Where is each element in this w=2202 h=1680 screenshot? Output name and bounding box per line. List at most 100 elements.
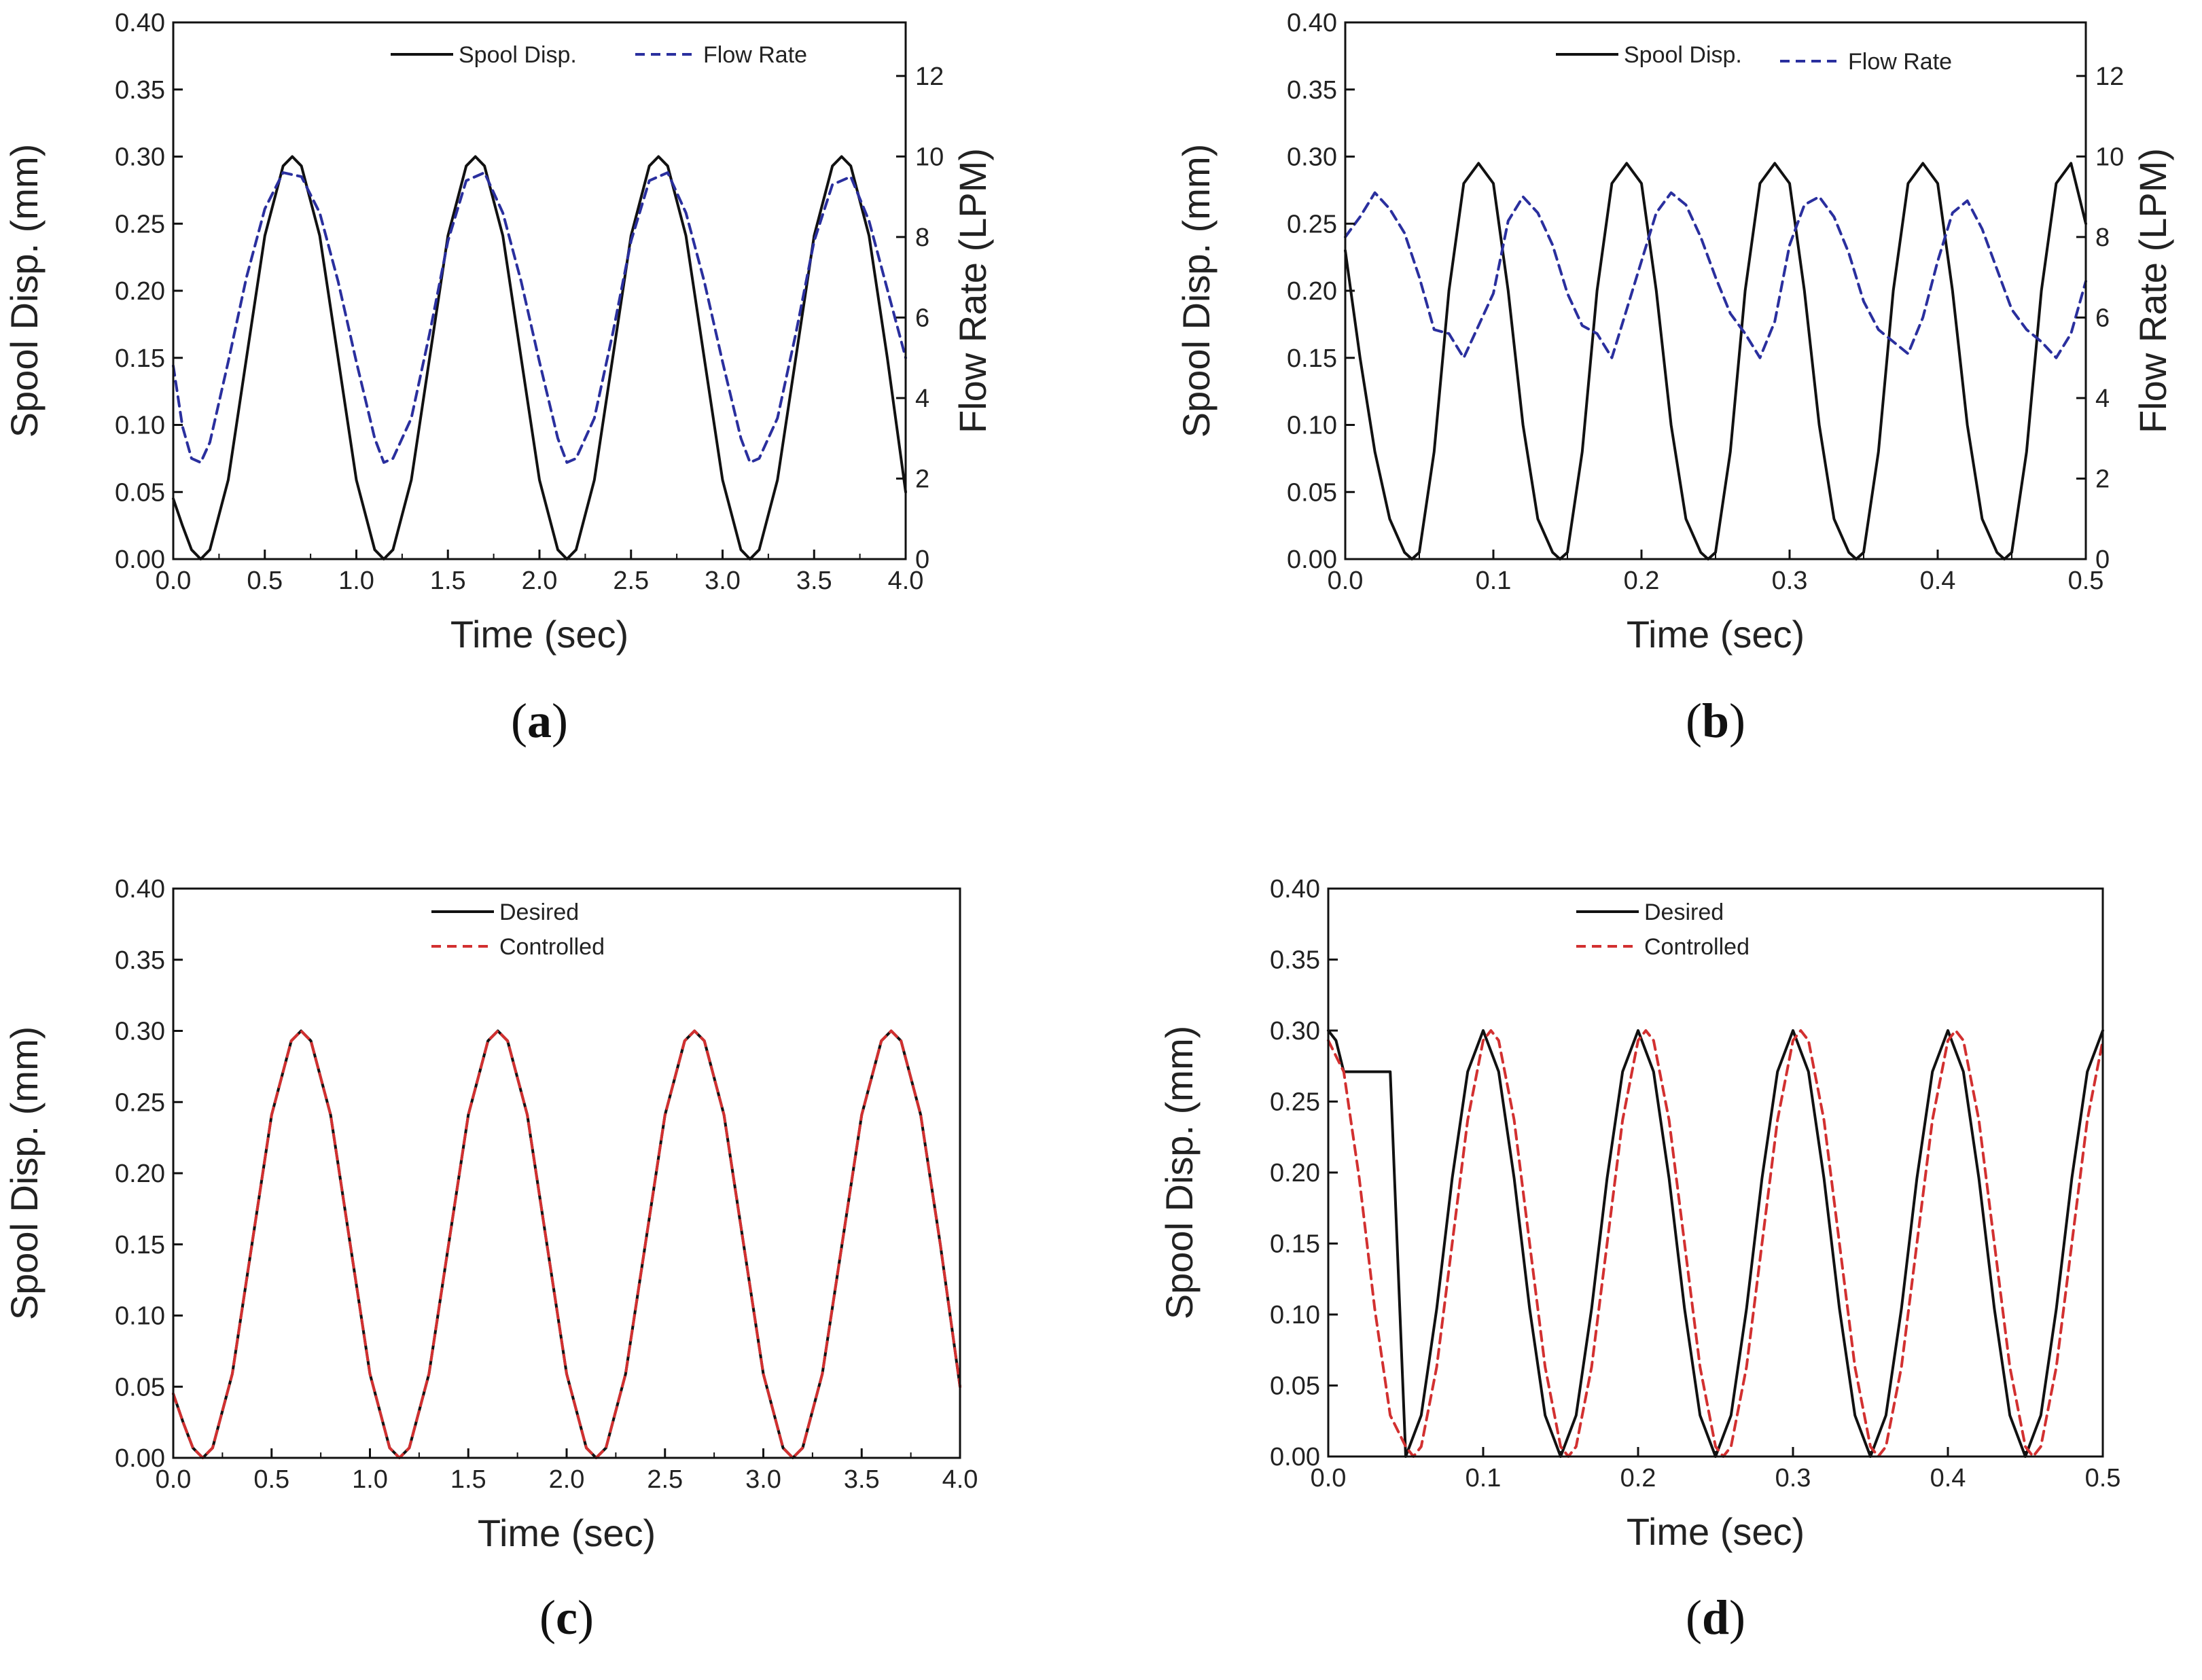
x-tick-label: 3.5 (844, 1465, 880, 1494)
series-line-controlled (1327, 1029, 2104, 1458)
tick-layer: 0.0 0.1 0.2 0.3 0.4 0.5 0.00 0.05 0.10 0.15 0.20 0.… (1287, 9, 2124, 595)
panel-label-d: (d) (1686, 1590, 1745, 1645)
legend-label-flow-rate: Flow Rate (1848, 49, 1952, 75)
x-tick-label: 0.0 (156, 1465, 192, 1494)
x-tick-label: 0.5 (253, 1465, 289, 1494)
x-tick-label: 0.1 (1476, 567, 1512, 595)
legend: Desired Controlled (1576, 899, 1750, 960)
y-tick-label: 0.05 (115, 1373, 165, 1401)
y2-tick-label: 12 (2095, 62, 2124, 91)
chart-panel-b: 0.0 0.1 0.2 0.3 0.4 0.5 0.00 0.05 0.10 0.15 0.20 0.… (1175, 9, 2174, 748)
y-tick-label: 0.00 (1270, 1443, 1320, 1471)
x-tick-label: 1.5 (450, 1465, 486, 1494)
tick-layer: 0.0 0.5 1.0 1.5 2.0 2.5 3.0 3.5 4.0 0.00 0.05 0.10 0… (115, 875, 978, 1494)
y-tick-label: 0.05 (1270, 1372, 1320, 1401)
y-tick-label: 0.25 (115, 1088, 165, 1117)
panel-label-letter: c (556, 1590, 578, 1645)
y2-tick-label: 8 (2095, 224, 2110, 252)
x-tick-label: 2.0 (522, 567, 558, 595)
legend: Spool Disp. Flow Rate (1556, 42, 1952, 75)
x-tick-label: 0.3 (1772, 567, 1808, 595)
y-tick-label: 0.35 (1270, 946, 1320, 975)
y-tick-label: 0.20 (115, 1160, 165, 1188)
y-tick-label: 0.35 (1287, 76, 1337, 105)
y2-tick-label: 4 (2095, 385, 2110, 413)
y2-axis-title: Flow Rate (LPM) (2131, 148, 2174, 433)
panel-label-open-paren: ( (539, 1590, 556, 1645)
y-tick-label: 0.40 (1287, 9, 1337, 37)
x-tick-label: 2.0 (549, 1465, 585, 1494)
x-tick-label: 0.3 (1775, 1464, 1811, 1493)
panel-label-c: (c) (539, 1590, 594, 1645)
y2-tick-label: 2 (2095, 465, 2110, 493)
series-line-desired (1327, 1029, 2104, 1458)
x-axis-title: Time (sec) (1627, 1510, 1805, 1553)
x-tick-label: 0.0 (156, 567, 192, 595)
series-line-spool-disp (1344, 162, 2087, 560)
chart-panel-a: 0.0 0.5 1.0 1.5 2.0 2.5 3.0 3.5 4.0 0.00 0.05 0.10 0… (3, 9, 994, 748)
y-axis-title: Spool Disp. (mm) (3, 144, 46, 438)
y-tick-label: 0.25 (1270, 1088, 1320, 1117)
y-tick-label: 0.10 (1270, 1301, 1320, 1329)
y-axis-title: Spool Disp. (mm) (3, 1026, 46, 1321)
y2-tick-label: 8 (915, 224, 929, 252)
y-tick-label: 0.15 (115, 344, 165, 373)
panel-label-close-paren: ) (578, 1590, 594, 1645)
y-tick-label: 0.15 (1287, 344, 1337, 373)
series-layer (1344, 162, 2087, 560)
x-axis-title: Time (sec) (450, 613, 628, 656)
y-tick-label: 0.30 (1287, 143, 1337, 172)
y-tick-label: 0.30 (115, 143, 165, 172)
series-layer (172, 1029, 961, 1459)
x-axis-title: Time (sec) (1627, 613, 1805, 656)
y2-tick-label: 6 (2095, 304, 2110, 332)
y2-axis-title: Flow Rate (LPM) (951, 148, 994, 433)
x-tick-label: 1.0 (352, 1465, 388, 1494)
y2-tick-label: 10 (915, 143, 944, 171)
panel-label-open-paren: ( (1686, 1590, 1702, 1645)
x-tick-label: 3.0 (705, 567, 741, 595)
panel-label-close-paren: ) (1729, 1590, 1745, 1645)
y2-tick-label: 4 (915, 385, 929, 413)
x-tick-label: 0.4 (1930, 1464, 1966, 1493)
y2-tick-label: 2 (915, 465, 929, 493)
y-tick-label: 0.10 (1287, 412, 1337, 440)
legend-label-controlled: Controlled (499, 934, 605, 960)
panel-label-letter: b (1702, 694, 1729, 748)
x-tick-label: 0.2 (1620, 1464, 1656, 1493)
legend-label-spool-disp: Spool Disp. (1624, 42, 1742, 68)
x-tick-label: 0.4 (1920, 567, 1956, 595)
y-tick-label: 0.40 (1270, 875, 1320, 904)
x-tick-label: 4.0 (888, 567, 924, 595)
legend-label-controlled: Controlled (1644, 934, 1750, 960)
x-tick-label: 1.5 (430, 567, 466, 595)
y-tick-label: 0.05 (1287, 478, 1337, 507)
y-tick-label: 0.30 (1270, 1017, 1320, 1045)
x-tick-label: 1.0 (338, 567, 374, 595)
panel-label-open-paren: ( (1686, 694, 1702, 748)
panel-label-letter: a (527, 694, 552, 748)
x-tick-label: 0.5 (2068, 567, 2104, 595)
legend-label-desired: Desired (499, 899, 579, 925)
series-line-controlled (172, 1029, 961, 1459)
chart-panel-c: 0.0 0.5 1.0 1.5 2.0 2.5 3.0 3.5 4.0 0.00 0.05 0.10 0… (3, 875, 978, 1645)
series-line-flow-rate (1344, 191, 2087, 359)
panel-label-open-paren: ( (511, 694, 527, 748)
x-tick-label: 0.5 (247, 567, 283, 595)
panel-label-a: (a) (511, 694, 568, 748)
y-tick-label: 0.35 (115, 946, 165, 975)
y-tick-label: 0.00 (115, 546, 165, 574)
series-layer (1327, 1029, 2104, 1458)
y2-tick-label: 12 (915, 62, 944, 91)
y-tick-label: 0.05 (115, 478, 165, 507)
x-tick-label: 0.1 (1466, 1464, 1502, 1493)
x-tick-label: 3.0 (745, 1465, 781, 1494)
y-tick-label: 0.20 (1270, 1159, 1320, 1187)
y2-tick-label: 10 (2095, 143, 2124, 171)
legend: Spool Disp. Flow Rate (391, 42, 807, 68)
x-tick-label: 0.5 (2085, 1464, 2121, 1493)
y-axis-title: Spool Disp. (mm) (1175, 144, 1218, 438)
y-tick-label: 0.25 (115, 210, 165, 238)
